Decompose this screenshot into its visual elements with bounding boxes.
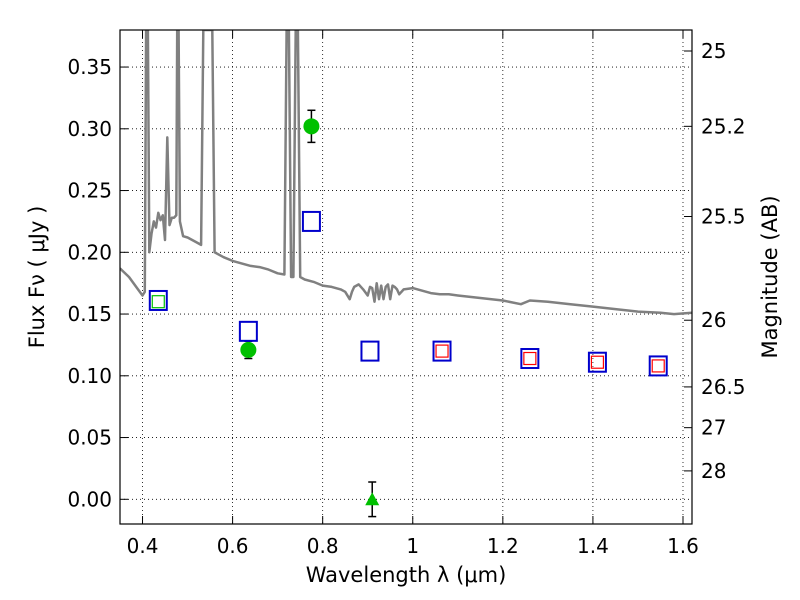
photometry-point-circle xyxy=(240,341,257,358)
right-axis-tick-label: 27 xyxy=(701,416,726,440)
plot-frame xyxy=(119,29,693,525)
y-tick-label: 0.20 xyxy=(67,240,112,264)
x-tick-label: 1 xyxy=(406,534,419,558)
model-flux-square xyxy=(432,340,452,362)
right-axis-tick-label: 25.2 xyxy=(701,114,746,138)
model-flux-inner-square xyxy=(590,355,605,369)
plot-area xyxy=(120,30,692,518)
y-tick-label: 0.25 xyxy=(67,179,112,203)
y-tick-label: 0.15 xyxy=(67,302,112,326)
model-flux-square xyxy=(587,351,607,373)
model-spectrum-line xyxy=(120,30,692,316)
model-flux-square xyxy=(148,289,168,311)
model-flux-square xyxy=(301,210,321,232)
x-axis-label: Wavelength λ (μm) xyxy=(306,563,507,587)
model-flux-inner-square xyxy=(523,351,537,366)
y-tick-label: 0.30 xyxy=(67,117,112,141)
y-axis-label: Flux Fν ( μJy ) xyxy=(25,206,49,349)
right-axis-label: Magnitude (AB) xyxy=(758,195,782,358)
x-tick-label: 0.8 xyxy=(307,534,339,558)
y-tick-label: 0.10 xyxy=(67,364,112,388)
y-tick-label: 0.05 xyxy=(67,426,112,450)
right-axis-tick-label: 25.5 xyxy=(701,204,746,228)
axis-ticks: 0.4 0.6 0.8 1 1.2 1.4 1.6 0.00 0.05 0.10 0.15 0.20 0… xyxy=(67,30,746,558)
y-tick-label: 0.35 xyxy=(67,55,112,79)
grid-lines xyxy=(120,30,692,524)
y-tick-label: 0.00 xyxy=(67,487,112,511)
right-axis-tick-label: 26.5 xyxy=(701,375,746,399)
model-flux-square xyxy=(360,340,380,362)
model-flux-inner-square xyxy=(151,295,165,309)
right-axis-tick-label: 26 xyxy=(701,308,726,332)
right-axis-tick-label: 28 xyxy=(701,459,726,483)
plot-background xyxy=(120,30,692,524)
x-tick-label: 0.6 xyxy=(217,534,249,558)
data-markers xyxy=(148,109,668,518)
model-flux-square xyxy=(648,355,668,377)
x-tick-label: 1.6 xyxy=(667,534,699,558)
model-flux-inner-square xyxy=(435,344,449,358)
x-tick-label: 1.4 xyxy=(577,534,609,558)
x-tick-label: 1.2 xyxy=(487,534,519,558)
photometry-point-circle xyxy=(303,118,320,135)
photometry-point-triangle xyxy=(365,492,380,506)
x-tick-label: 0.4 xyxy=(127,534,159,558)
model-flux-inner-square xyxy=(651,359,665,373)
model-flux-square xyxy=(520,348,540,370)
right-axis-tick-label: 25 xyxy=(701,39,726,63)
model-flux-square xyxy=(238,320,258,342)
